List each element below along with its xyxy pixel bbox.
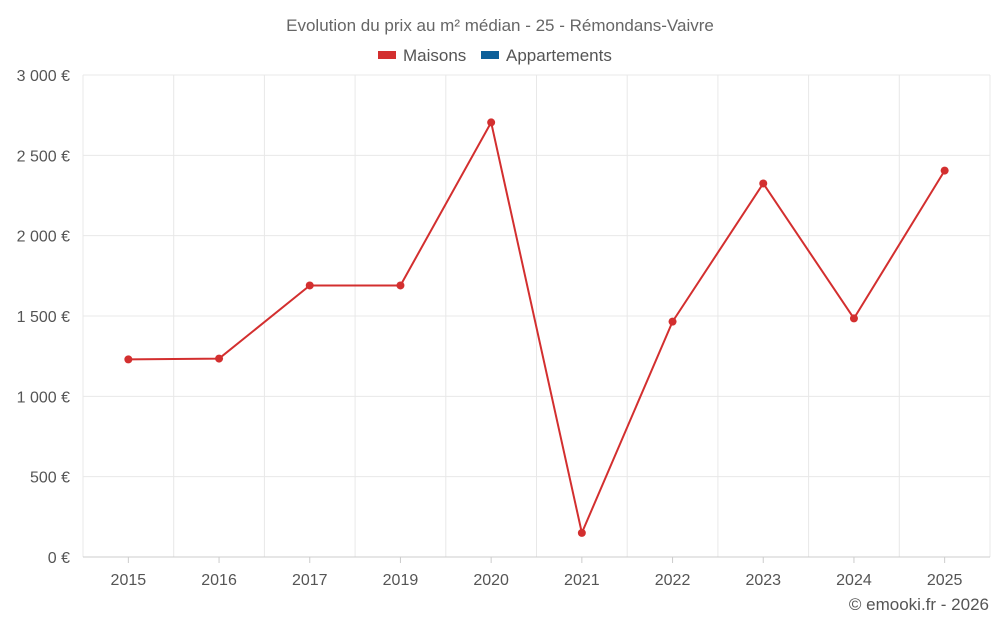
credit-text: © emooki.fr - 2026 bbox=[849, 595, 989, 614]
x-tick-label: 2023 bbox=[745, 572, 781, 589]
legend-item-maisons[interactable]: Maisons bbox=[378, 46, 466, 65]
y-tick-label: 1 500 € bbox=[17, 309, 70, 326]
x-axis: 2015 2016 2017 2019 2020 2021 2022 2023 2024 2025 bbox=[83, 556, 990, 589]
data-point-maisons bbox=[759, 179, 768, 188]
legend-label-appartements: Appartements bbox=[506, 46, 612, 65]
grid bbox=[82, 74, 991, 557]
series-line-maisons bbox=[128, 121, 946, 534]
y-tick-label: 1 000 € bbox=[17, 389, 70, 406]
chart-title: Evolution du prix au m² médian - 25 - Ré… bbox=[286, 16, 714, 35]
x-tick-label: 2021 bbox=[564, 572, 600, 589]
data-point-maisons bbox=[577, 528, 586, 537]
x-tick-label: 2017 bbox=[292, 572, 328, 589]
y-tick-label: 2 000 € bbox=[17, 229, 70, 246]
y-axis: 0 € 500 € 1 000 € 1 500 € 2 000 € 2 500 € 3 00… bbox=[17, 68, 70, 567]
y-tick-label: 500 € bbox=[30, 470, 70, 487]
data-point-maisons bbox=[487, 118, 496, 127]
x-tick-label: 2024 bbox=[836, 572, 872, 589]
series-maisons bbox=[124, 118, 949, 537]
y-tick-label: 2 500 € bbox=[17, 148, 70, 165]
x-tick-label: 2022 bbox=[655, 572, 691, 589]
data-point-maisons bbox=[849, 314, 858, 323]
x-tick-label: 2025 bbox=[927, 572, 963, 589]
x-tick-label: 2019 bbox=[383, 572, 419, 589]
legend-item-appartements[interactable]: Appartements bbox=[481, 46, 612, 65]
data-point-maisons bbox=[940, 166, 949, 175]
data-point-maisons bbox=[668, 317, 677, 326]
legend-label-maisons: Maisons bbox=[403, 46, 466, 65]
data-point-maisons bbox=[305, 281, 314, 290]
y-tick-label: 0 € bbox=[48, 550, 70, 567]
legend: Maisons Appartements bbox=[378, 46, 612, 65]
data-point-maisons bbox=[396, 281, 405, 290]
data-point-maisons bbox=[124, 355, 133, 364]
legend-swatch-maisons bbox=[378, 51, 396, 59]
y-tick-label: 3 000 € bbox=[17, 68, 70, 85]
x-tick-label: 2015 bbox=[111, 572, 147, 589]
x-tick-label: 2020 bbox=[473, 572, 509, 589]
x-tick-label: 2016 bbox=[201, 572, 237, 589]
legend-swatch-appartements bbox=[481, 51, 499, 59]
data-point-maisons bbox=[215, 354, 224, 363]
